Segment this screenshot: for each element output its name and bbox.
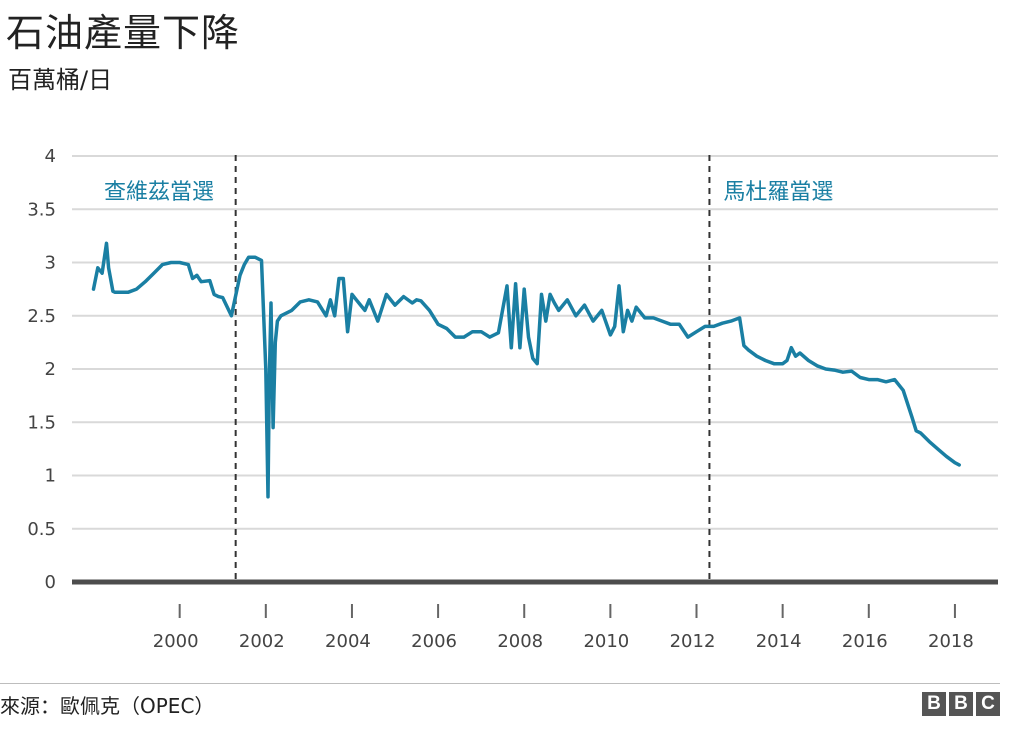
event-annotation: 查維茲當選 <box>104 180 214 205</box>
y-tick-label: 3.5 <box>27 199 56 220</box>
x-tick-label: 2012 <box>670 631 716 652</box>
bbc-logo-letter: B <box>949 692 973 716</box>
x-tick-label: 2016 <box>842 631 888 652</box>
x-tick-label: 2002 <box>239 631 285 652</box>
line-chart: 0 0.5 1 1.5 2 2.5 3 3.5 4 2000 2002 2004 2006 2008 201… <box>27 146 998 652</box>
footer-divider <box>0 683 1000 684</box>
y-tick-label: 3 <box>45 253 56 274</box>
y-tick-label: 2 <box>45 359 56 380</box>
x-tick-label: 2018 <box>928 631 974 652</box>
x-tick-label: 2008 <box>497 631 543 652</box>
series-line <box>91 241 961 499</box>
source-note: 來源：歐佩克（OPEC） <box>0 694 215 718</box>
x-tick-label: 2004 <box>325 631 371 652</box>
x-tick-label: 2000 <box>153 631 199 652</box>
chart-subtitle: 百萬桶/日 <box>8 66 113 94</box>
x-tick-label: 2014 <box>756 631 802 652</box>
y-tick-label: 4 <box>45 146 56 167</box>
y-tick-label: 1 <box>45 466 56 487</box>
y-tick-label: 2.5 <box>27 306 56 327</box>
x-tick-label: 2006 <box>411 631 457 652</box>
chart-title: 石油產量下降 <box>6 11 241 55</box>
bbc-logo-letter: B <box>922 692 946 716</box>
event-annotation: 馬杜羅當選 <box>723 180 833 205</box>
y-tick-label: 1.5 <box>27 412 56 433</box>
y-tick-label: 0.5 <box>27 519 56 540</box>
y-tick-label: 0 <box>45 572 56 593</box>
bbc-logo: B B C <box>922 692 1000 716</box>
x-tick-label: 2010 <box>583 631 629 652</box>
bbc-logo-letter: C <box>976 692 1000 716</box>
